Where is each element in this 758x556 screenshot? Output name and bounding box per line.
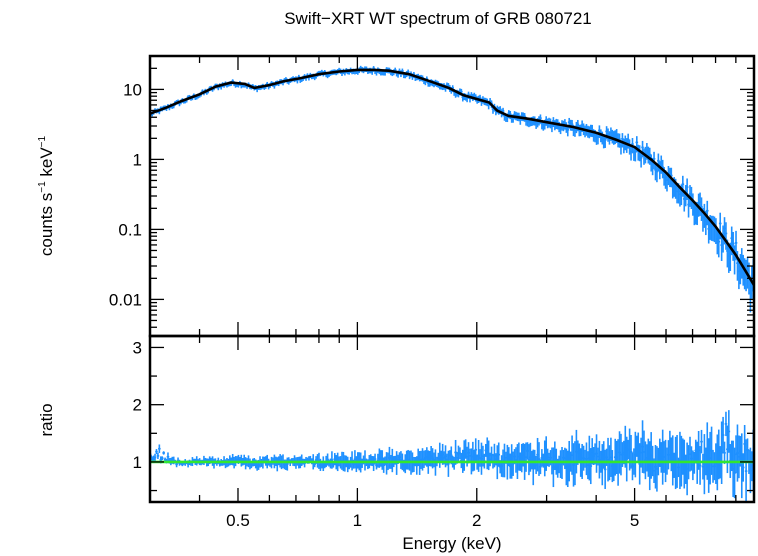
spectrum-model-line bbox=[150, 68, 754, 286]
y-tick-label: 0.01 bbox=[109, 290, 142, 309]
x-axis-label: Energy (keV) bbox=[402, 534, 501, 553]
ratio-tick-label: 3 bbox=[133, 338, 142, 357]
spectrum-panel-frame bbox=[148, 54, 756, 338]
ratio-tick-label: 2 bbox=[133, 396, 142, 415]
y-label-kev: keV bbox=[37, 147, 56, 182]
spectrum-y-ticks: 10 1 0.1 0.01 bbox=[109, 55, 754, 337]
spectrum-plot-area bbox=[150, 65, 754, 313]
y-label-sup1: −1 bbox=[37, 181, 48, 193]
chart-title: Swift−XRT WT spectrum of GRB 080721 bbox=[284, 9, 592, 28]
ratio-panel-frame bbox=[148, 334, 756, 504]
y-tick-label: 0.1 bbox=[118, 220, 142, 239]
ratio-plot-area bbox=[150, 410, 754, 502]
spectrum-data-series bbox=[150, 65, 754, 313]
ratio-tick-label: 1 bbox=[133, 453, 142, 472]
x-tick-label: 0.5 bbox=[226, 511, 250, 530]
y-tick-label: 1 bbox=[133, 150, 142, 169]
ratio-data-series bbox=[150, 410, 754, 502]
x-tick-label: 5 bbox=[630, 511, 639, 530]
ratio-y-ticks: 1 2 3 bbox=[133, 338, 754, 492]
x-tick-label: 1 bbox=[353, 511, 362, 530]
y-label-counts: counts s bbox=[37, 193, 56, 256]
spectrum-y-label: counts s−1 keV−1 bbox=[37, 135, 56, 256]
y-tick-label: 10 bbox=[123, 80, 142, 99]
x-ticks: 0.5 1 2 5 bbox=[149, 56, 755, 530]
ratio-y-label: ratio bbox=[37, 403, 56, 436]
y-label-sup2: −1 bbox=[37, 135, 48, 147]
ratio-panel: 1 2 3 ratio bbox=[37, 334, 756, 504]
x-tick-label: 2 bbox=[472, 511, 481, 530]
